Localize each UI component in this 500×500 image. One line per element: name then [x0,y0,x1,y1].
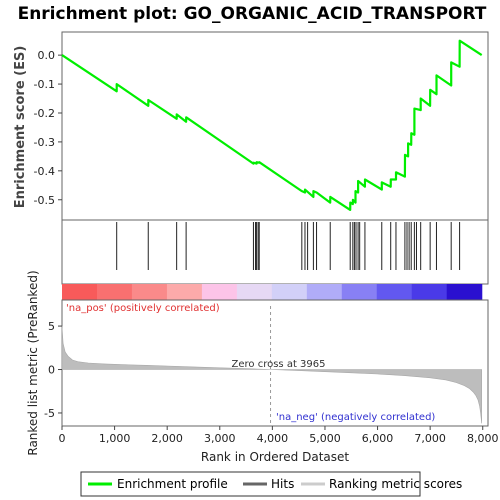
es-y-tick-label: -0.1 [34,78,55,91]
enrichment-profile-line [61,39,483,211]
ranking-bar-segment [341,284,378,300]
metric-y-tick-label: -5 [44,407,55,420]
x-tick-label: 6,000 [362,432,394,445]
hits-layer [116,222,461,270]
ranking-metric-area [61,326,482,424]
hits-panel-frame [61,219,489,285]
es-y-tick-label: -0.5 [34,194,55,207]
es-panel-frame [61,31,489,221]
zero-cross-label: Zero cross at 3965 [232,359,326,370]
ranking-bar-segment [306,284,343,300]
metric-y-tick-label: 5 [48,320,55,333]
ranking-bar-segment [201,284,238,300]
x-tick-label: 5,000 [309,432,341,445]
ranking-bar-segment [271,284,308,300]
chart-title: Enrichment plot: GO_ORGANIC_ACID_TRANSPO… [18,4,487,24]
es-y-tick-label: -0.4 [34,165,55,178]
metric-y-axis: 5 0 -5 [44,320,62,420]
x-tick-label: 7,000 [414,432,446,445]
metric-panel-frame [61,299,489,427]
ranking-bar-segment [166,284,203,300]
es-y-axis: 0.0 -0.1 -0.2 -0.3 -0.4 -0.5 [34,49,62,207]
ranking-bar-segment [131,284,168,300]
ranking-bar-segment [446,284,483,300]
es-line-layer [61,39,483,211]
metric-y-tick-label: 0 [48,364,55,377]
ranking-color-bar [62,284,483,300]
x-tick-label: 4,000 [257,432,289,445]
es-y-tick-label: 0.0 [38,49,56,62]
ranking-bar-segment [376,284,413,300]
metric-y-axis-label: Ranked list metric (PreRanked) [26,270,40,455]
x-tick-label: 8,000 [467,432,499,445]
ranking-bar-segment [236,284,273,300]
x-axis-label: Rank in Ordered Dataset [201,450,349,464]
x-tick-label: 1,000 [99,432,131,445]
neg-correlated-label: 'na_neg' (negatively correlated) [276,412,435,423]
x-tick-label: 2,000 [151,432,183,445]
legend: Enrichment profile Hits Ranking metric s… [80,471,462,497]
legend-metric-label: Ranking metric scores [329,477,462,491]
x-tick-label: 3,000 [204,432,236,445]
legend-hits-label: Hits [271,477,294,491]
es-y-tick-label: -0.3 [34,136,55,149]
pos-correlated-label: 'na_pos' (positively correlated) [66,303,220,314]
x-axis: 0 1,000 2,000 3,000 4,000 5,000 6,000 7,000 8,00… [59,426,499,445]
x-tick-label: 0 [59,432,66,445]
ranking-bar-segment [411,284,448,300]
legend-enrichment-label: Enrichment profile [117,477,228,491]
ranking-bar-segment [62,284,98,300]
es-y-tick-label: -0.2 [34,107,55,120]
ranking-bar-segment [96,284,133,300]
metric-layer [61,306,482,426]
es-y-axis-label: Enrichment score (ES) [13,46,28,209]
